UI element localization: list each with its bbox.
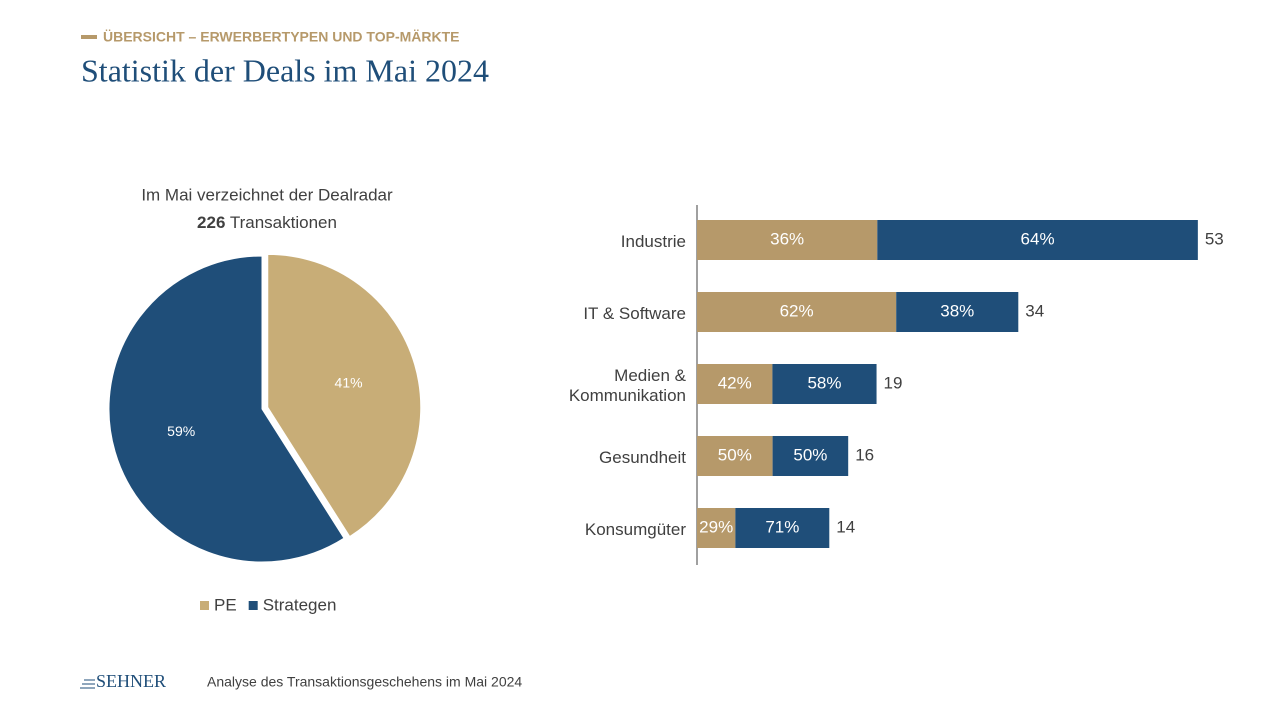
footer-text: Analyse des Transaktionsgeschehens im Ma…: [207, 674, 522, 690]
total-label: 34: [1025, 301, 1044, 320]
segment-label: 42%: [718, 373, 752, 392]
pie-title: Im Mai verzeichnet der Dealradar: [141, 185, 393, 204]
bar-segment: [697, 292, 897, 332]
kicker-bar: [81, 35, 97, 39]
total-label: 16: [855, 445, 874, 464]
segment-label: 62%: [780, 301, 814, 320]
bar-segment: [735, 508, 830, 548]
bar-segment: [697, 364, 773, 404]
segment-label: 71%: [765, 517, 799, 536]
total-label: 14: [836, 517, 855, 536]
segment-label: 50%: [718, 445, 752, 464]
bar-segment: [697, 220, 878, 260]
category-label: IT & Software: [583, 304, 686, 323]
category-label: Medien & Kommunikation: [568, 366, 686, 405]
total-label: 53: [1205, 229, 1224, 248]
logo: SEHNER: [80, 671, 166, 691]
legend-swatch: [200, 601, 209, 610]
bar-segment: [772, 364, 877, 404]
segment-label: 64%: [1021, 229, 1055, 248]
pie-total: 226: [197, 213, 225, 232]
category-label: Industrie: [620, 232, 686, 251]
pie-slice: [267, 253, 422, 538]
kicker: ÜBERSICHT – ERWERBERTYPEN UND TOP-MÄRKTE: [103, 29, 460, 45]
pie-label: 59%: [167, 423, 195, 439]
pie-label: 41%: [335, 375, 363, 391]
pie-total-text: Transaktionen: [230, 213, 337, 232]
segment-label: 36%: [770, 229, 804, 248]
pie-slice: [108, 255, 345, 563]
category-label: Konsumgüter: [584, 520, 686, 539]
bar-segment: [877, 220, 1198, 260]
segment-label: 58%: [807, 373, 841, 392]
bar-segment: [896, 292, 1019, 332]
pie-subtitle: 226 Transaktionen: [197, 213, 337, 232]
bar-segment: [697, 508, 736, 548]
bar-segment: [772, 436, 849, 476]
total-label: 19: [884, 373, 903, 392]
page-title: Statistik der Deals im Mai 2024: [81, 52, 489, 88]
logo-text: SEHNER: [96, 671, 166, 691]
category-label: Gesundheit: [599, 448, 686, 467]
segment-label: 50%: [793, 445, 827, 464]
legend-label: Strategen: [263, 595, 337, 614]
legend-swatch: [248, 601, 258, 610]
bar-segment: [697, 436, 773, 476]
legend-label: PE: [214, 595, 237, 614]
segment-label: 38%: [940, 301, 974, 320]
segment-label: 29%: [699, 517, 733, 536]
